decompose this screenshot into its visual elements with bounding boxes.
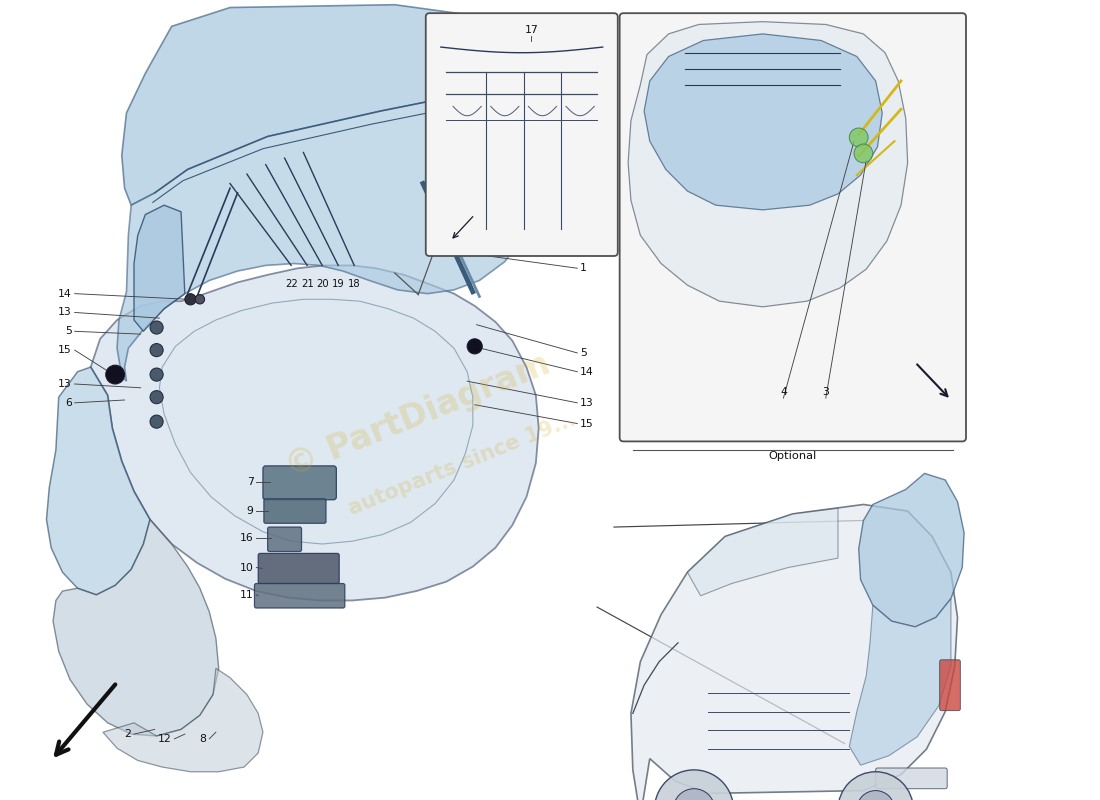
Text: 13: 13: [58, 379, 72, 389]
Circle shape: [150, 415, 163, 428]
Text: 15: 15: [580, 418, 594, 429]
Text: 13: 13: [58, 307, 72, 318]
Text: autoparts since 19...: autoparts since 19...: [345, 409, 579, 519]
Text: 8: 8: [199, 734, 207, 744]
Circle shape: [654, 770, 734, 800]
Circle shape: [673, 789, 715, 800]
Text: 5: 5: [65, 326, 72, 336]
Polygon shape: [117, 74, 552, 381]
Text: 10: 10: [240, 562, 253, 573]
FancyBboxPatch shape: [939, 660, 960, 710]
Text: 20: 20: [316, 278, 329, 289]
Polygon shape: [122, 5, 517, 205]
Text: 5: 5: [580, 348, 587, 358]
Polygon shape: [645, 34, 882, 210]
Circle shape: [838, 772, 913, 800]
Text: © PartDiagram: © PartDiagram: [280, 348, 556, 484]
Text: 2: 2: [124, 729, 131, 739]
Text: Optional: Optional: [769, 451, 817, 461]
Polygon shape: [90, 266, 539, 601]
Circle shape: [150, 321, 163, 334]
Text: 6: 6: [65, 398, 72, 408]
Polygon shape: [46, 367, 150, 595]
Text: 9: 9: [246, 506, 253, 516]
Circle shape: [185, 294, 196, 305]
Polygon shape: [859, 474, 964, 627]
Text: 1: 1: [580, 263, 587, 274]
Text: 12: 12: [158, 734, 172, 744]
Circle shape: [106, 365, 124, 384]
Text: 19: 19: [332, 278, 344, 289]
FancyBboxPatch shape: [267, 527, 301, 551]
FancyBboxPatch shape: [263, 466, 337, 500]
Circle shape: [468, 339, 482, 354]
FancyBboxPatch shape: [258, 554, 339, 583]
FancyBboxPatch shape: [426, 13, 618, 256]
Polygon shape: [160, 299, 473, 544]
Polygon shape: [103, 668, 263, 772]
Polygon shape: [628, 22, 907, 307]
FancyBboxPatch shape: [264, 499, 326, 523]
Text: 13: 13: [580, 398, 594, 408]
Circle shape: [857, 790, 894, 800]
Polygon shape: [849, 598, 950, 765]
Text: 16: 16: [240, 534, 253, 543]
Circle shape: [195, 294, 205, 304]
Polygon shape: [631, 505, 957, 800]
FancyBboxPatch shape: [619, 13, 966, 442]
Text: 3: 3: [823, 387, 829, 398]
Polygon shape: [688, 508, 838, 596]
FancyBboxPatch shape: [254, 583, 344, 608]
Circle shape: [854, 144, 872, 163]
Circle shape: [150, 343, 163, 357]
Circle shape: [150, 368, 163, 381]
Text: 17: 17: [525, 25, 538, 35]
Text: 7: 7: [246, 477, 253, 487]
Circle shape: [150, 390, 163, 404]
Polygon shape: [53, 519, 219, 736]
Circle shape: [849, 128, 868, 147]
Text: 11: 11: [240, 590, 253, 600]
FancyBboxPatch shape: [876, 768, 947, 789]
Text: 4: 4: [780, 387, 786, 398]
Text: 14: 14: [580, 366, 594, 377]
Text: 21: 21: [300, 278, 313, 289]
Text: 22: 22: [285, 278, 298, 289]
Text: 18: 18: [348, 278, 361, 289]
Text: 15: 15: [58, 345, 72, 355]
Text: 14: 14: [58, 289, 72, 298]
Polygon shape: [134, 205, 185, 331]
